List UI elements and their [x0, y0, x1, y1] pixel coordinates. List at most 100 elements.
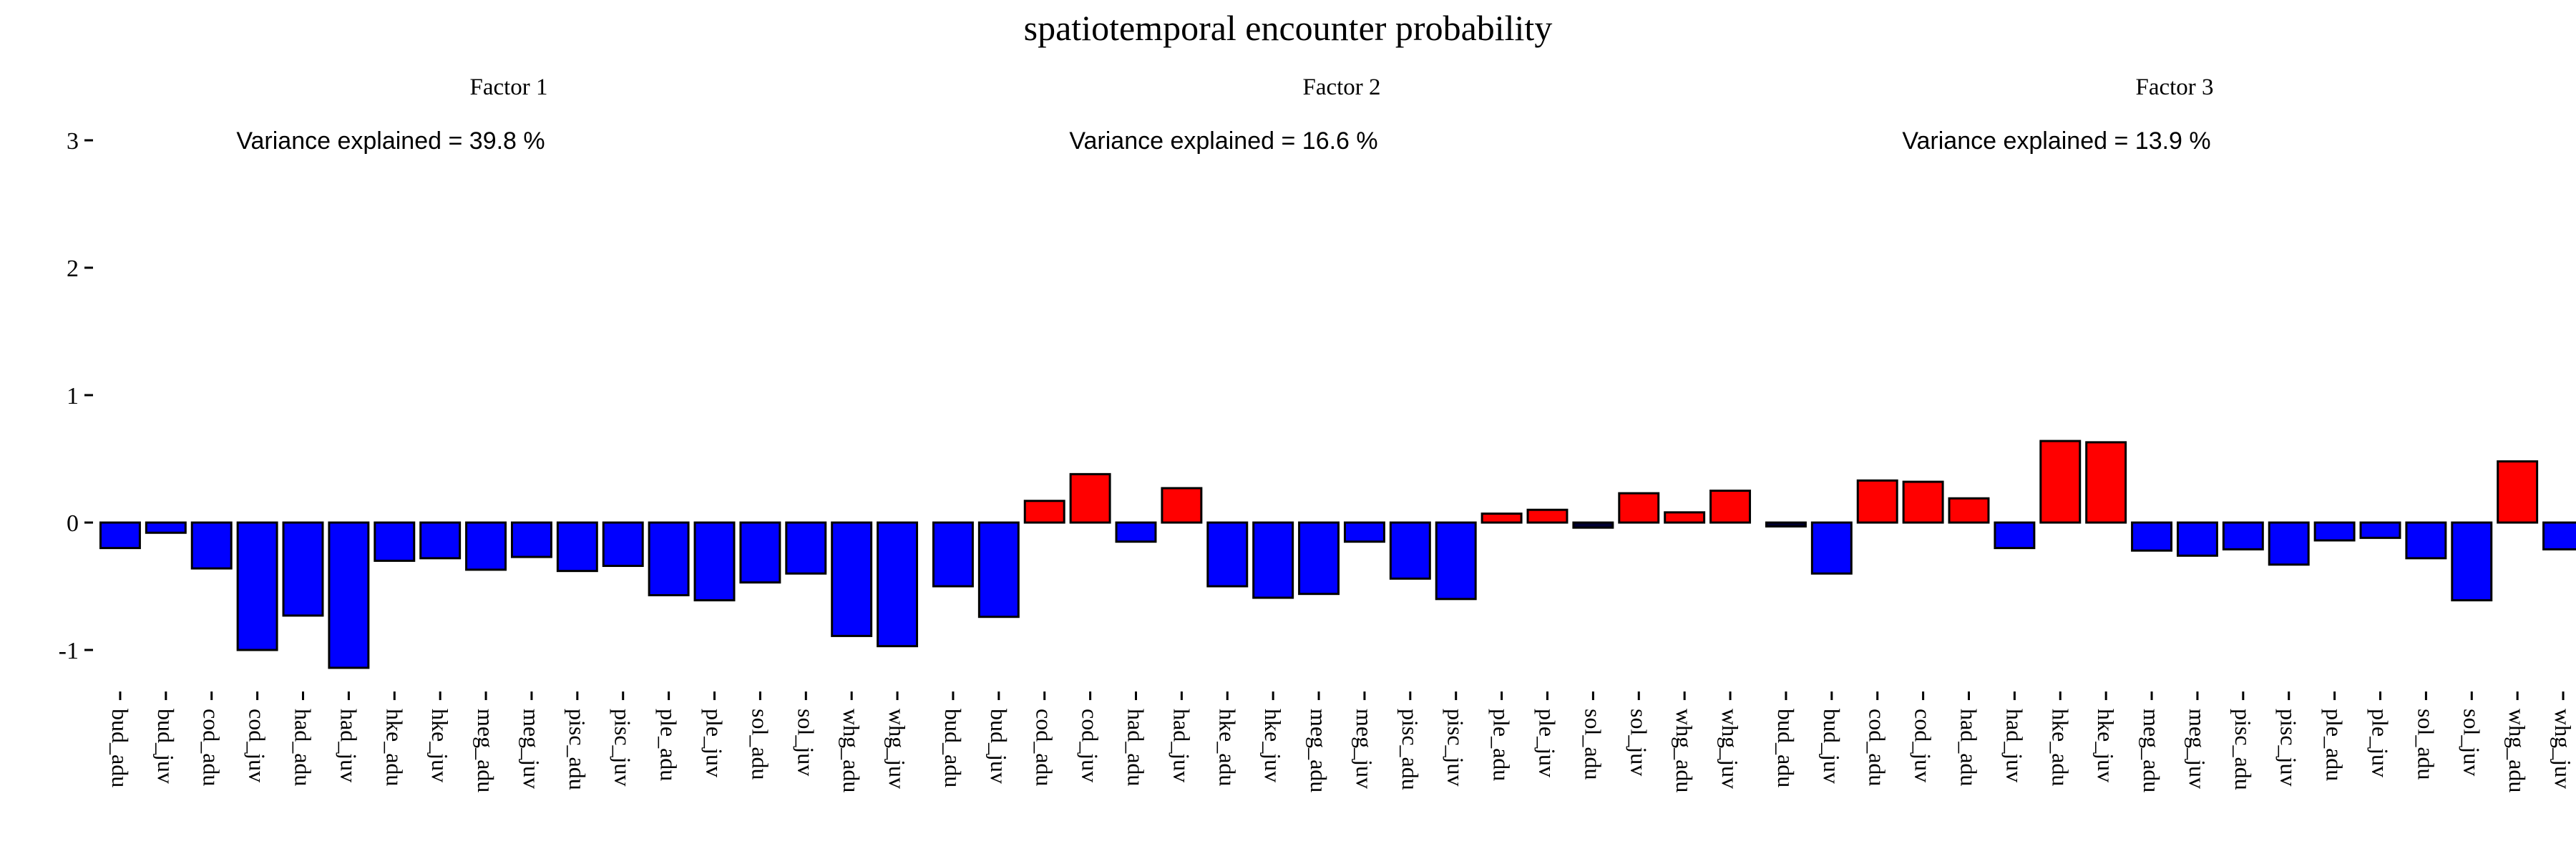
bar-cod_juv [1902, 480, 1944, 524]
bar-meg_juv [2176, 521, 2218, 557]
x-tick-label: hke_adu [381, 709, 407, 786]
x-tick-label: whg_adu [839, 709, 864, 792]
bar-hke_juv [2085, 441, 2127, 524]
bar-pisc_adu [556, 521, 598, 573]
bar-hke_adu [1206, 521, 1249, 588]
x-tick-label: pisc_adu [565, 709, 590, 790]
bar-cod_juv [236, 521, 278, 651]
x-tick-label: whg_adu [2504, 709, 2530, 792]
x-tick-label: ple_adu [1489, 709, 1515, 781]
bar-had_adu [282, 521, 324, 617]
x-tick-label: hke_adu [1214, 709, 1240, 786]
x-tick-label: cod_juv [1911, 709, 1936, 782]
x-tick-label: ple_juv [1535, 709, 1561, 777]
x-tick-label: whg_juv [884, 709, 910, 789]
x-tick-label: meg_adu [473, 709, 499, 792]
x-tick-label: bud_juv [153, 709, 179, 784]
y-tick-label: -1 [59, 638, 79, 664]
bar-ple_juv [693, 521, 736, 602]
x-tick-label: cod_juv [1078, 709, 1103, 782]
x-tick-label: meg_juv [519, 709, 545, 789]
x-tick-label: had_adu [291, 709, 316, 786]
x-tick-label: bud_juv [1819, 709, 1845, 784]
bar-had_juv [1994, 521, 2036, 550]
y-tick-label: 0 [67, 510, 79, 537]
bar-had_juv [328, 521, 370, 669]
panel-factor-1: Factor 1 Variance explained = 39.8 % bud_a… [99, 74, 919, 792]
x-tick-label: hke_juv [427, 709, 453, 782]
bar-ple_juv [1526, 508, 1568, 524]
bar-hke_juv [419, 521, 462, 560]
x-tick-label: bud_adu [107, 709, 133, 787]
bar-meg_adu [465, 521, 507, 571]
bar-bud_adu [932, 521, 974, 588]
bar-pisc_adu [2222, 521, 2264, 550]
x-tick-label: bud_adu [940, 709, 966, 787]
panel-subtitle: Factor 3 [2135, 74, 2213, 100]
x-tick-label: cod_adu [1032, 709, 1058, 786]
y-tick-label: 3 [67, 128, 79, 155]
bar-had_adu [1948, 497, 1990, 524]
x-tick-label: sol_adu [1580, 709, 1606, 780]
bar-hke_adu [2039, 440, 2082, 524]
bar-cod_adu [1856, 479, 1898, 524]
bar-whg_juv [877, 521, 919, 648]
y-axis: -1 0 1 2 3 [59, 128, 93, 664]
panels: Factor 1 Variance explained = 39.8 % bud_a… [99, 74, 2576, 792]
x-tick-label: sol_juv [1626, 709, 1652, 776]
x-tick-label: bud_juv [986, 709, 1012, 784]
bar-sol_juv [785, 521, 827, 575]
bar-had_juv [1161, 487, 1203, 524]
x-tick-label: had_adu [1956, 709, 1982, 786]
panel-subtitle: Factor 2 [1302, 74, 1380, 100]
bar-whg_adu [1664, 511, 1706, 524]
bar-whg_juv [1709, 490, 1752, 524]
x-tick-label: sol_adu [747, 709, 773, 780]
x-tick-label: whg_adu [1672, 709, 1697, 792]
bar-meg_adu [2131, 521, 2173, 552]
x-tick-label: sol_adu [2413, 709, 2439, 780]
x-tick-label: ple_juv [2368, 709, 2394, 777]
bar-bud_adu [1765, 521, 1807, 528]
x-tick-label: pisc_adu [1397, 709, 1423, 790]
bar-sol_adu [739, 521, 781, 584]
bar-pisc_adu [1389, 521, 1431, 580]
x-tick-label: meg_juv [1352, 709, 1377, 789]
x-tick-label: had_adu [1123, 709, 1149, 786]
bar-ple_adu [1480, 513, 1523, 524]
x-tick-label: bud_adu [1773, 709, 1799, 787]
bar-meg_adu [1298, 521, 1340, 596]
variance-explained-label: Variance explained = 16.6 % [1069, 127, 1377, 155]
x-tick-label: hke_adu [2047, 709, 2073, 786]
x-tick-label: whg_juv [1717, 709, 1743, 789]
x-tick-label: cod_adu [1865, 709, 1890, 786]
bar-sol_adu [1572, 521, 1614, 529]
bar-bud_juv [977, 521, 1020, 618]
x-tick-label: pisc_juv [1443, 709, 1469, 786]
bar-pisc_juv [2268, 521, 2310, 566]
x-tick-label: whg_juv [2550, 709, 2576, 789]
x-tick-label: sol_juv [2459, 709, 2484, 776]
bar-ple_adu [648, 521, 690, 596]
bar-bud_juv [1810, 521, 1853, 575]
panel-factor-2: Factor 2 Variance explained = 16.6 % bud_a… [932, 74, 1752, 792]
x-tick-label: had_juv [1169, 709, 1194, 782]
x-tick-label: cod_juv [245, 709, 270, 782]
bar-cod_adu [1023, 500, 1065, 524]
x-tick-label: had_juv [336, 709, 361, 782]
chart-title: spatiotemporal encounter probability [1024, 8, 1553, 48]
variance-explained-label: Variance explained = 39.8 % [236, 127, 545, 155]
x-tick-label: meg_adu [2139, 709, 2165, 792]
x-tick-label: pisc_juv [2276, 709, 2302, 786]
panel-factor-3: Factor 3 Variance explained = 13.9 % bud_a… [1765, 74, 2576, 792]
x-tick-label: hke_juv [2093, 709, 2119, 782]
bar-cod_adu [190, 521, 233, 570]
bar-meg_juv [510, 521, 552, 558]
bar-ple_adu [2313, 521, 2356, 542]
x-tick-label: ple_juv [702, 709, 728, 777]
bar-whg_adu [831, 521, 873, 637]
variance-explained-label: Variance explained = 13.9 % [1902, 127, 2210, 155]
bar-bud_juv [145, 521, 187, 534]
bar-whg_adu [2497, 460, 2539, 524]
